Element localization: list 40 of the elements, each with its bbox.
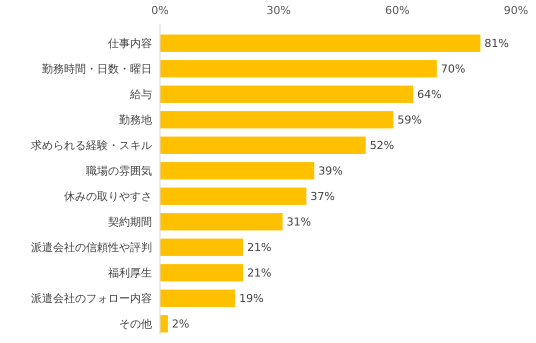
x-tick-label: 30%	[266, 4, 291, 17]
y-tick-label: 休みの取りやすさ	[64, 190, 152, 204]
data-label: 81%	[484, 37, 509, 50]
data-label: 64%	[417, 88, 442, 102]
y-tick-label: 給与	[129, 88, 152, 102]
data-label: 2%	[172, 318, 190, 331]
y-tick-label: 仕事内容	[108, 37, 152, 50]
data-label: 19%	[239, 292, 264, 306]
data-label: 70%	[440, 62, 466, 76]
y-tick-label: 勤務地	[119, 114, 152, 127]
bar	[160, 111, 394, 128]
bar	[160, 264, 244, 282]
data-label: 59%	[397, 114, 422, 127]
bar	[160, 188, 306, 205]
y-tick-label: 勤務時間・日数・曜日	[42, 62, 152, 76]
y-tick-label: 求められる経験・スキル	[31, 139, 152, 152]
data-label: 21%	[247, 266, 272, 280]
data-label: 31%	[286, 216, 312, 229]
bar	[160, 136, 366, 154]
data-label: 37%	[310, 190, 335, 204]
bar	[160, 238, 244, 256]
bar	[160, 315, 168, 332]
bar	[160, 86, 414, 103]
y-tick-label: 契約期間	[108, 216, 152, 229]
x-tick-label: 60%	[385, 4, 410, 17]
x-tick-label: 0%	[151, 4, 169, 17]
data-label: 52%	[370, 139, 394, 152]
y-tick-label: 派遣会社のフォロー内容	[31, 292, 152, 306]
x-tick-label: 90%	[504, 4, 528, 17]
bar	[160, 213, 283, 230]
y-tick-label: 福利厚生	[108, 266, 152, 280]
y-tick-label: その他	[119, 318, 152, 331]
y-tick-label: 職場の雰囲気	[86, 164, 152, 178]
bar	[160, 290, 236, 307]
data-label: 39%	[318, 164, 343, 178]
bar	[160, 162, 314, 180]
y-tick-label: 派遣会社の信頼性や評判	[31, 241, 152, 254]
bar	[160, 34, 480, 52]
bar	[160, 60, 437, 78]
data-label: 21%	[247, 241, 272, 254]
